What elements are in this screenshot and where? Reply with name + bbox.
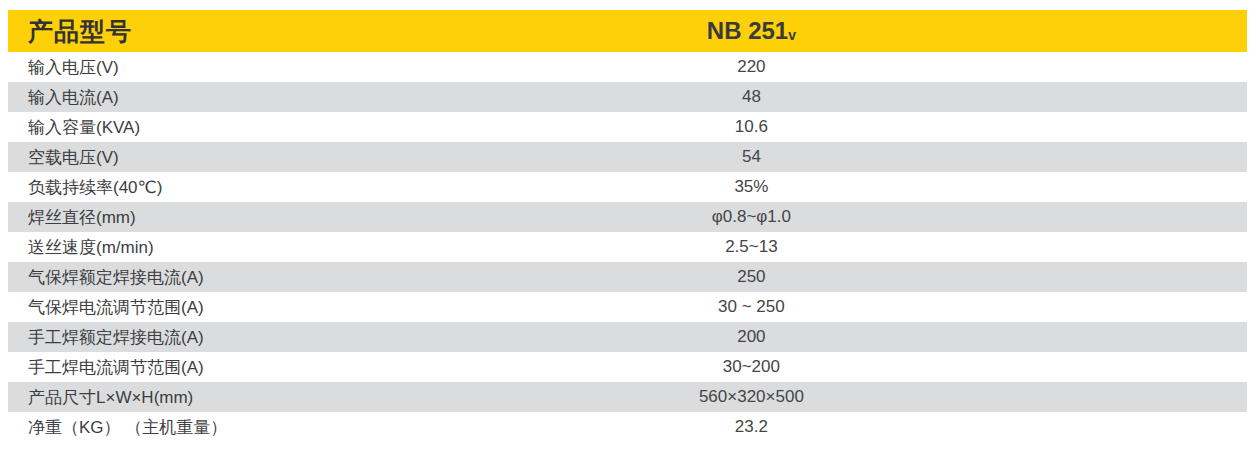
spec-value: 200 [504, 327, 1000, 347]
spec-value: 48 [504, 87, 1000, 107]
spec-value: 250 [504, 267, 1000, 287]
spec-value: 30~200 [504, 357, 1000, 377]
spec-value: 2.5~13 [504, 237, 1000, 257]
spec-value: φ0.8~φ1.0 [504, 207, 1000, 227]
spec-value: 30 ~ 250 [504, 297, 1000, 317]
table-row: 手工焊额定焊接电流(A) 200 [8, 322, 1247, 352]
spec-label: 送丝速度(m/min) [8, 236, 504, 259]
table-row: 焊丝直径(mm) φ0.8~φ1.0 [8, 202, 1247, 232]
product-spec-table: 产品型号 NB 251v 输入电压(V) 220 输入电流(A) 48 输入容量… [8, 10, 1247, 442]
spec-label: 输入电压(V) [8, 56, 504, 79]
spec-value: 35% [504, 177, 1000, 197]
table-row: 输入电压(V) 220 [8, 52, 1247, 82]
spec-value: 23.2 [504, 417, 1000, 437]
spec-label: 输入电流(A) [8, 86, 504, 109]
table-row: 空载电压(V) 54 [8, 142, 1247, 172]
table-row: 气保焊额定焊接电流(A) 250 [8, 262, 1247, 292]
header-product-model-label: 产品型号 [8, 15, 504, 48]
table-row: 气保焊电流调节范围(A) 30 ~ 250 [8, 292, 1247, 322]
table-row: 送丝速度(m/min) 2.5~13 [8, 232, 1247, 262]
spec-value: 560×320×500 [504, 387, 1000, 407]
spec-label: 输入容量(KVA) [8, 116, 504, 139]
spec-label: 手工焊电流调节范围(A) [8, 356, 504, 379]
model-name-suffix: v [788, 27, 796, 43]
spec-label: 焊丝直径(mm) [8, 206, 504, 229]
table-row: 输入容量(KVA) 10.6 [8, 112, 1247, 142]
spec-label: 手工焊额定焊接电流(A) [8, 326, 504, 349]
spec-value: 54 [504, 147, 1000, 167]
spec-value: 220 [504, 57, 1000, 77]
header-model-value: NB 251v [504, 17, 1000, 45]
spec-label: 空载电压(V) [8, 146, 504, 169]
spec-value: 10.6 [504, 117, 1000, 137]
spec-label: 气保焊额定焊接电流(A) [8, 266, 504, 289]
page: 产品型号 NB 251v 输入电压(V) 220 输入电流(A) 48 输入容量… [0, 0, 1257, 455]
table-row: 产品尺寸L×W×H(mm) 560×320×500 [8, 382, 1247, 412]
table-row: 手工焊电流调节范围(A) 30~200 [8, 352, 1247, 382]
spec-label: 负载持续率(40℃) [8, 176, 504, 199]
spec-label: 气保焊电流调节范围(A) [8, 296, 504, 319]
table-row: 负载持续率(40℃) 35% [8, 172, 1247, 202]
table-header-row: 产品型号 NB 251v [8, 10, 1247, 52]
model-name: NB 251 [707, 17, 788, 44]
spec-label: 产品尺寸L×W×H(mm) [8, 386, 504, 409]
spec-label: 净重（KG） （主机重量） [8, 416, 504, 439]
table-row: 净重（KG） （主机重量） 23.2 [8, 412, 1247, 442]
table-row: 输入电流(A) 48 [8, 82, 1247, 112]
